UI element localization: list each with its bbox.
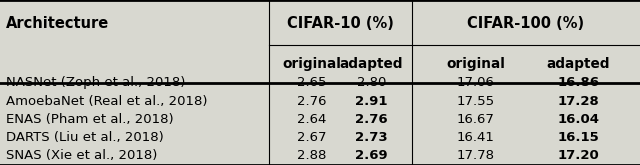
Text: 2.73: 2.73 (355, 131, 388, 144)
Text: original: original (282, 57, 341, 71)
Text: adapted: adapted (340, 57, 403, 71)
Text: 17.06: 17.06 (456, 77, 495, 89)
Text: adapted: adapted (547, 57, 610, 71)
Text: 2.64: 2.64 (297, 113, 326, 126)
Text: 17.78: 17.78 (456, 149, 495, 162)
Text: 17.55: 17.55 (456, 95, 495, 108)
Text: 2.65: 2.65 (297, 77, 326, 89)
Text: 2.88: 2.88 (297, 149, 326, 162)
Text: SNAS (Xie et al., 2018): SNAS (Xie et al., 2018) (6, 149, 158, 162)
Text: 2.69: 2.69 (355, 149, 388, 162)
Text: NASNet (Zoph et al., 2018): NASNet (Zoph et al., 2018) (6, 77, 186, 89)
Text: 16.15: 16.15 (557, 131, 599, 144)
Text: 16.67: 16.67 (456, 113, 495, 126)
Text: ENAS (Pham et al., 2018): ENAS (Pham et al., 2018) (6, 113, 174, 126)
Text: 2.91: 2.91 (355, 95, 388, 108)
Text: 2.67: 2.67 (297, 131, 326, 144)
Text: Architecture: Architecture (6, 16, 109, 31)
Text: 2.76: 2.76 (355, 113, 388, 126)
Text: 16.86: 16.86 (557, 77, 599, 89)
Text: 2.80: 2.80 (357, 77, 387, 89)
Text: 16.04: 16.04 (557, 113, 599, 126)
Text: 16.41: 16.41 (456, 131, 495, 144)
Text: 17.28: 17.28 (557, 95, 599, 108)
Text: CIFAR-100 (%): CIFAR-100 (%) (467, 16, 584, 31)
Text: 2.76: 2.76 (297, 95, 326, 108)
Text: AmoebaNet (Real et al., 2018): AmoebaNet (Real et al., 2018) (6, 95, 208, 108)
Text: original: original (446, 57, 505, 71)
Text: CIFAR-10 (%): CIFAR-10 (%) (287, 16, 394, 31)
Text: DARTS (Liu et al., 2018): DARTS (Liu et al., 2018) (6, 131, 164, 144)
Text: 17.20: 17.20 (557, 149, 599, 162)
